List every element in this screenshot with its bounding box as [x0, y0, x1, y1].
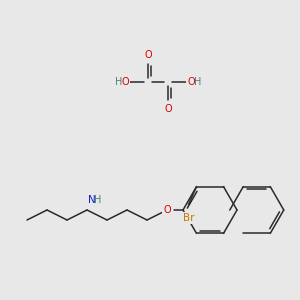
Text: H: H: [194, 77, 201, 87]
Text: O: O: [144, 50, 152, 60]
Text: H: H: [115, 77, 122, 87]
Text: O: O: [122, 77, 129, 87]
Text: H: H: [94, 195, 101, 205]
Text: O: O: [187, 77, 195, 87]
Text: O: O: [164, 104, 172, 114]
Text: Br: Br: [183, 213, 194, 223]
Text: O: O: [164, 205, 171, 215]
Text: N: N: [88, 195, 96, 205]
